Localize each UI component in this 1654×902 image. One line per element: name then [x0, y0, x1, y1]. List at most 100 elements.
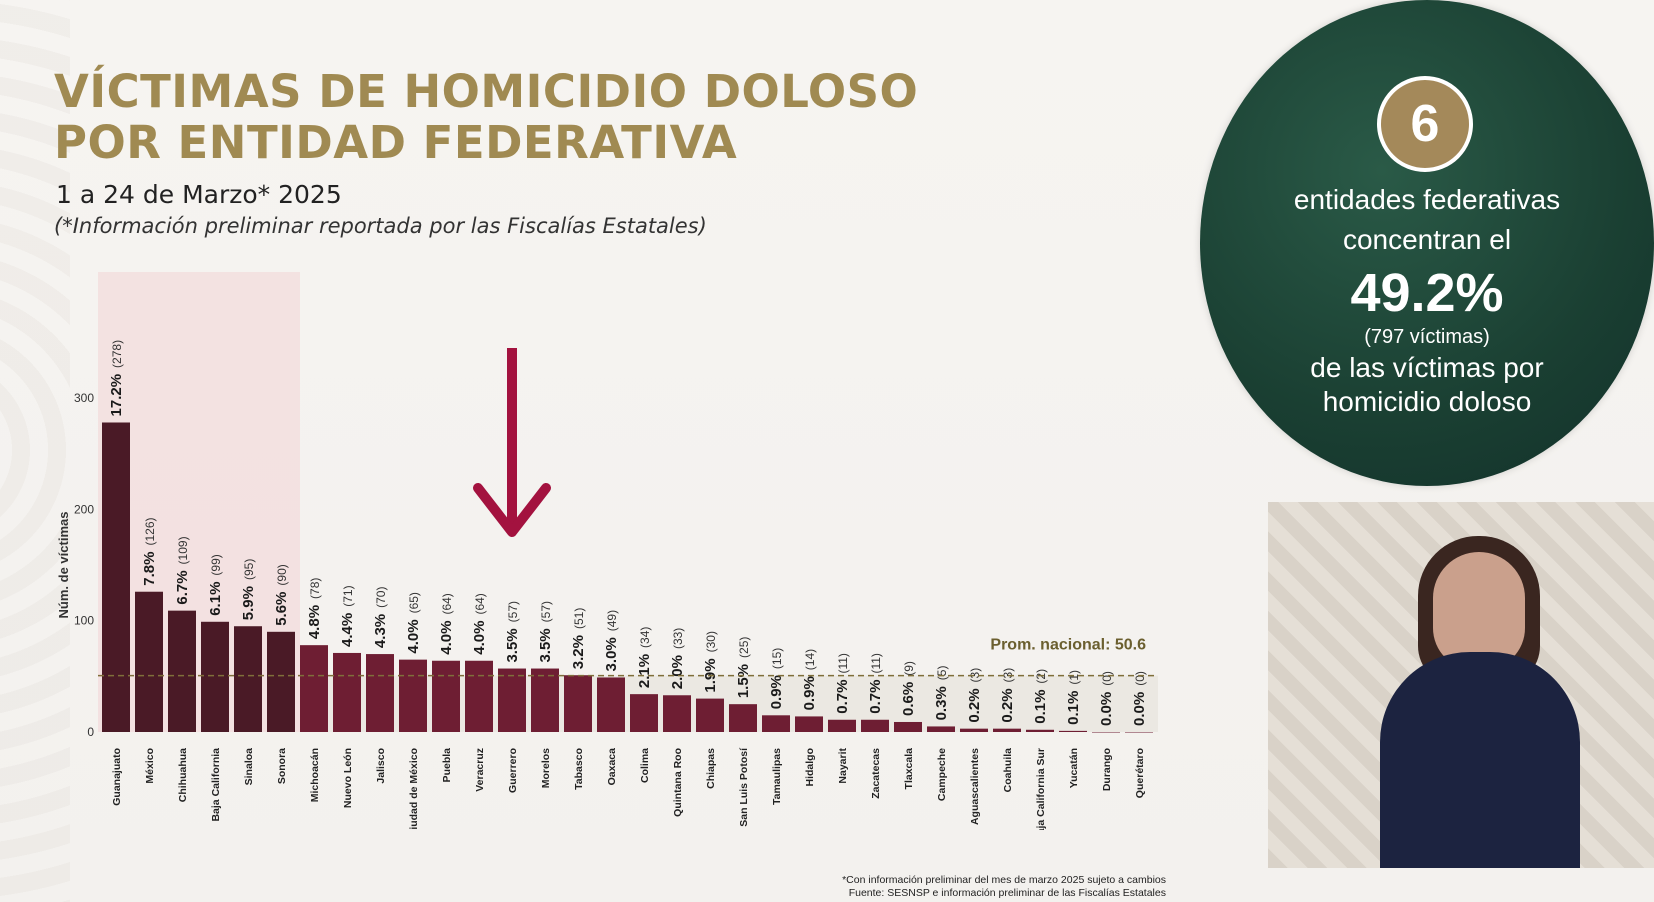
bar-percent-label: 0.0%	[1131, 692, 1148, 726]
x-tick-label: Colima	[639, 748, 651, 783]
bar-count-label: (278)	[110, 340, 124, 368]
bar-value-label: 0.7% (11)	[867, 653, 884, 714]
bar-count-label: (1)	[1067, 670, 1081, 685]
bar-percent-label: 3.2%	[570, 635, 587, 669]
bar-percent-label: 0.2%	[999, 688, 1016, 722]
bar-percent-label: 0.3%	[933, 686, 950, 720]
top-entities-highlight	[98, 272, 300, 732]
bar-percent-label: 3.5%	[537, 628, 554, 662]
bar-percent-label: 3.0%	[603, 637, 620, 671]
bar-value-label: 0.7% (11)	[834, 653, 851, 714]
x-tick-label: Coahuila	[1002, 748, 1014, 792]
bar-percent-label: 3.5%	[504, 628, 521, 662]
bar-value-label: 6.1% (99)	[207, 554, 224, 616]
bar-durango	[1092, 732, 1120, 733]
bar-count-label: (0)	[1133, 671, 1147, 686]
bar-percent-label: 17.2%	[108, 374, 125, 417]
bar-nuevo-león	[333, 652, 361, 732]
footnote: *Con información preliminar del mes de m…	[842, 874, 1166, 900]
x-tick-label: Chiapas	[705, 748, 717, 789]
summary-percent: 49.2%	[1350, 263, 1504, 323]
bar-value-label: 2.1% (34)	[636, 627, 653, 689]
bar-morelos	[531, 668, 559, 732]
summary-line-2: concentran el	[1342, 224, 1512, 255]
bar-sonora	[267, 631, 295, 732]
bar-count-label: (109)	[176, 536, 190, 564]
summary-victims: (797 víctimas)	[1364, 326, 1490, 348]
x-tick-label: San Luis Potosí	[738, 747, 750, 827]
x-tick-label: Guerrero	[507, 748, 519, 793]
bar-chiapas	[696, 698, 724, 732]
bar-percent-label: 4.0%	[471, 621, 488, 655]
bar-aguascalientes	[960, 728, 988, 732]
x-tick-label: Hidalgo	[804, 748, 816, 787]
y-axis-label: Núm. de víctimas	[56, 512, 71, 619]
bar-count-label: (57)	[506, 601, 520, 622]
bar-count-label: (15)	[770, 648, 784, 669]
bar-méxico	[135, 591, 163, 732]
bar-value-label: 5.9% (95)	[240, 559, 257, 621]
bar-san-luis-potosí	[729, 704, 757, 732]
bar-percent-label: 6.7%	[174, 570, 191, 604]
bar-count-label: (71)	[341, 585, 355, 606]
bar-count-label: (30)	[704, 631, 718, 652]
y-tick-label: 0	[87, 725, 94, 739]
bar-oaxaca	[597, 677, 625, 732]
x-tick-label: Guanajuato	[111, 748, 123, 806]
bar-count-label: (5)	[935, 666, 949, 681]
bar-value-label: 0.3% (5)	[933, 666, 950, 721]
bar-count-label: (9)	[902, 661, 916, 676]
x-tick-label: Michoacán	[309, 748, 321, 802]
bar-percent-label: 5.9%	[240, 586, 257, 620]
title-line-1: VÍCTIMAS DE HOMICIDIO DOLOSO	[54, 65, 919, 118]
x-tick-label: Baja California	[210, 748, 222, 822]
bar-colima	[630, 694, 658, 732]
bar-baja-california	[201, 621, 229, 732]
bar-count-label: (95)	[242, 559, 256, 580]
bar-percent-label: 4.4%	[339, 613, 356, 647]
x-tick-label: Puebla	[441, 748, 453, 783]
x-tick-label: Chihuahua	[177, 748, 189, 802]
bar-yucatán	[1059, 730, 1087, 732]
bar-percent-label: 0.1%	[1032, 690, 1049, 724]
x-tick-label: Jalisco	[375, 748, 387, 784]
bar-count-label: (34)	[638, 627, 652, 648]
x-tick-label: Campeche	[936, 748, 948, 801]
bar-value-label: 1.9%(30)	[702, 631, 719, 693]
x-tick-label: Yucatán	[1068, 748, 1080, 788]
x-tick-label: Querétaro	[1134, 748, 1146, 798]
interpreter-face	[1433, 552, 1525, 670]
bar-value-label: 5.6% (90)	[273, 564, 290, 626]
bar-baja-california-sur	[1026, 729, 1054, 732]
bar-percent-label: 0.9%	[768, 675, 785, 709]
bar-count-label: (25)	[737, 637, 751, 658]
bar-count-label: (0)	[1100, 671, 1114, 686]
x-tick-label: Sonora	[276, 748, 288, 784]
y-tick-label: 100	[74, 614, 94, 628]
bar-value-label: 0.0% (0)	[1098, 671, 1115, 726]
x-tick-label: Sinaloa	[243, 748, 255, 786]
bar-percent-label: 0.6%	[900, 682, 917, 716]
bar-percent-label: 5.6%	[273, 592, 290, 626]
bar-percent-label: 2.1%	[636, 654, 653, 688]
sign-language-interpreter-video	[1268, 502, 1654, 868]
bar-value-label: 6.7% (109)	[174, 536, 191, 604]
national-average-label: Prom. nacional: 50.6	[990, 637, 1146, 654]
x-tick-label: Durango	[1101, 748, 1113, 791]
bar-percent-label: 6.1%	[207, 582, 224, 616]
bar-percent-label: 0.7%	[867, 680, 884, 714]
x-tick-label: Zacatecas	[870, 748, 882, 799]
bar-value-label: 3.0% (49)	[603, 610, 620, 672]
summary-count-badge: 6	[1377, 76, 1473, 172]
bar-value-label: 4.0% (64)	[438, 593, 455, 655]
x-tick-label: México	[144, 748, 156, 784]
title-line-2: POR ENTIDAD FEDERATIVA	[54, 116, 738, 169]
arrow-shaft	[507, 348, 517, 528]
footnote-line-1: *Con información preliminar del mes de m…	[842, 874, 1166, 886]
footnote-line-2: Fuente: SESNSP e información preliminar …	[848, 887, 1166, 899]
bar-percent-label: 7.8%	[141, 552, 158, 586]
bar-count-label: (65)	[407, 592, 421, 613]
bar-count-label: (64)	[473, 593, 487, 614]
bar-value-label: 3.5% (57)	[537, 601, 554, 663]
bar-count-label: (33)	[671, 628, 685, 649]
